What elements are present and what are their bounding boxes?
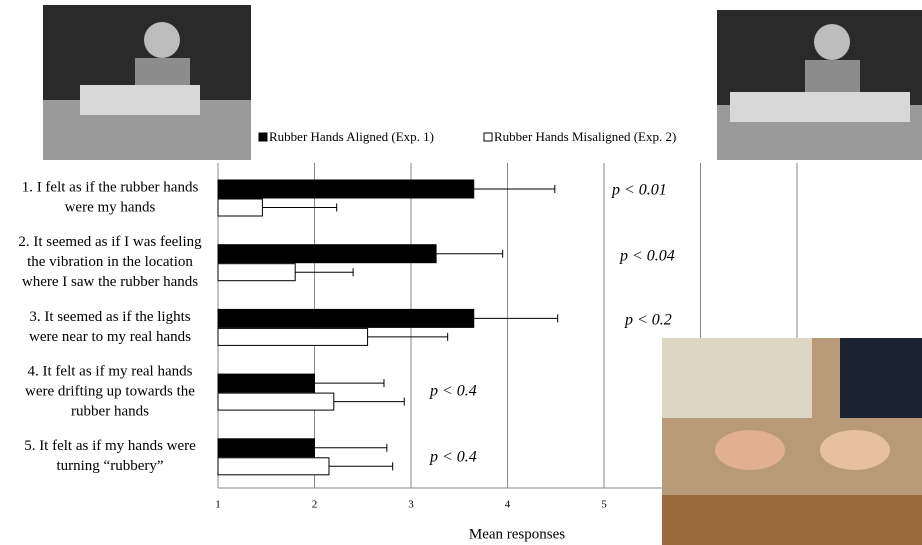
legend-label: Rubber Hands Aligned (Exp. 1) xyxy=(269,129,434,144)
category-label: 5. It felt as if my hands were xyxy=(24,438,196,454)
bar xyxy=(218,245,436,263)
p-value-annotation: p < 0.4 xyxy=(429,383,477,400)
bar xyxy=(218,393,334,410)
page: {"chart_data": {"type": "bar", "orientat… xyxy=(0,0,922,545)
bar xyxy=(218,199,262,216)
p-value-annotation: p < 0.2 xyxy=(624,312,672,329)
bar xyxy=(218,328,368,345)
category-label: turning “rubbery” xyxy=(56,458,163,474)
category-label: the vibration in the location xyxy=(27,254,193,270)
bar xyxy=(218,264,295,281)
category-label: 1. I felt as if the rubber hands xyxy=(22,179,199,195)
legend-swatch xyxy=(484,133,492,141)
p-value-annotation: p < 0.4 xyxy=(429,449,477,466)
x-tick-label: 5 xyxy=(601,499,607,511)
category-label: were near to my real hands xyxy=(29,329,191,345)
category-label: 2. It seemed as if I was feeling xyxy=(18,234,202,250)
x-tick-label: 4 xyxy=(505,499,511,511)
x-tick-label: 2 xyxy=(312,499,318,511)
category-label: 3. It seemed as if the lights xyxy=(29,309,190,325)
x-axis-label: Mean responses xyxy=(469,526,565,542)
x-tick-label: 3 xyxy=(408,499,414,511)
legend-label: Rubber Hands Misaligned (Exp. 2) xyxy=(494,129,676,144)
category-label: were my hands xyxy=(65,199,156,215)
bar xyxy=(218,309,474,327)
bar xyxy=(218,439,315,457)
chart: 1234567Mean responses1. I felt as if the… xyxy=(0,0,922,545)
x-tick-label: 1 xyxy=(215,499,221,511)
p-value-annotation: p < 0.01 xyxy=(611,182,667,199)
legend-swatch xyxy=(259,133,267,141)
category-label: 4. It felt as if my real hands xyxy=(28,364,193,380)
bar xyxy=(218,374,315,392)
photo-bottom-right xyxy=(662,338,922,545)
bar xyxy=(218,458,329,475)
photo-top-right xyxy=(717,10,922,160)
legend: Rubber Hands Aligned (Exp. 1) Rubber Hand… xyxy=(259,129,676,144)
category-label: where I saw the rubber hands xyxy=(22,274,198,290)
photo-top-left xyxy=(43,5,251,160)
p-value-annotation: p < 0.04 xyxy=(619,248,675,265)
category-label: rubber hands xyxy=(71,404,149,420)
bar xyxy=(218,180,474,198)
category-label: were drifting up towards the xyxy=(25,384,195,400)
